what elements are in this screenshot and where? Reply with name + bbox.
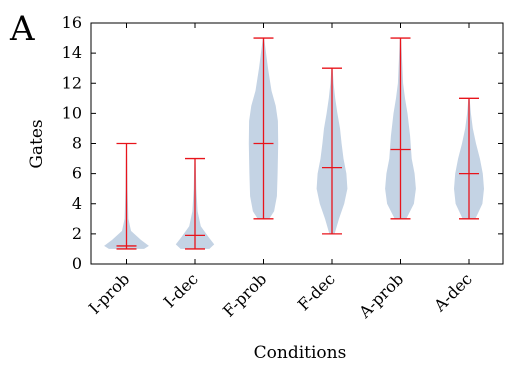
y-tick-label: 6 xyxy=(72,164,82,183)
y-tick-label: 16 xyxy=(62,13,82,32)
violin-I-prob xyxy=(104,142,149,250)
x-axis-label: Conditions xyxy=(254,343,347,363)
y-axis-ticks: 0 2 4 6 8 10 12 14 16 xyxy=(62,13,503,273)
y-tick-label: 8 xyxy=(72,134,82,153)
violin-I-dec xyxy=(175,157,215,250)
plot-frame xyxy=(90,22,504,265)
y-tick-label: 2 xyxy=(72,224,82,243)
violin-A-dec xyxy=(454,97,484,220)
x-tick-label: I-prob xyxy=(85,269,133,317)
y-tick-label: 10 xyxy=(62,103,82,122)
violin-series xyxy=(104,37,484,250)
violin-F-prob xyxy=(248,37,279,220)
y-tick-label: 4 xyxy=(72,194,82,213)
x-tick-label: A-dec xyxy=(429,269,475,315)
x-axis-ticks: I-prob I-dec F-prob F-dec A-prob A-dec xyxy=(85,23,476,322)
x-tick-label: A-prob xyxy=(354,269,407,322)
violin-F-dec xyxy=(316,67,348,235)
y-tick-label: 0 xyxy=(72,254,82,273)
violin-A-prob xyxy=(385,37,416,220)
panel-letter: A xyxy=(9,9,35,49)
x-tick-label: F-dec xyxy=(294,269,339,314)
y-tick-label: 14 xyxy=(62,43,82,62)
x-tick-label: I-dec xyxy=(160,269,202,311)
y-axis-label: Gates xyxy=(27,119,47,168)
x-tick-label: F-prob xyxy=(219,269,270,320)
y-tick-label: 12 xyxy=(62,73,82,92)
